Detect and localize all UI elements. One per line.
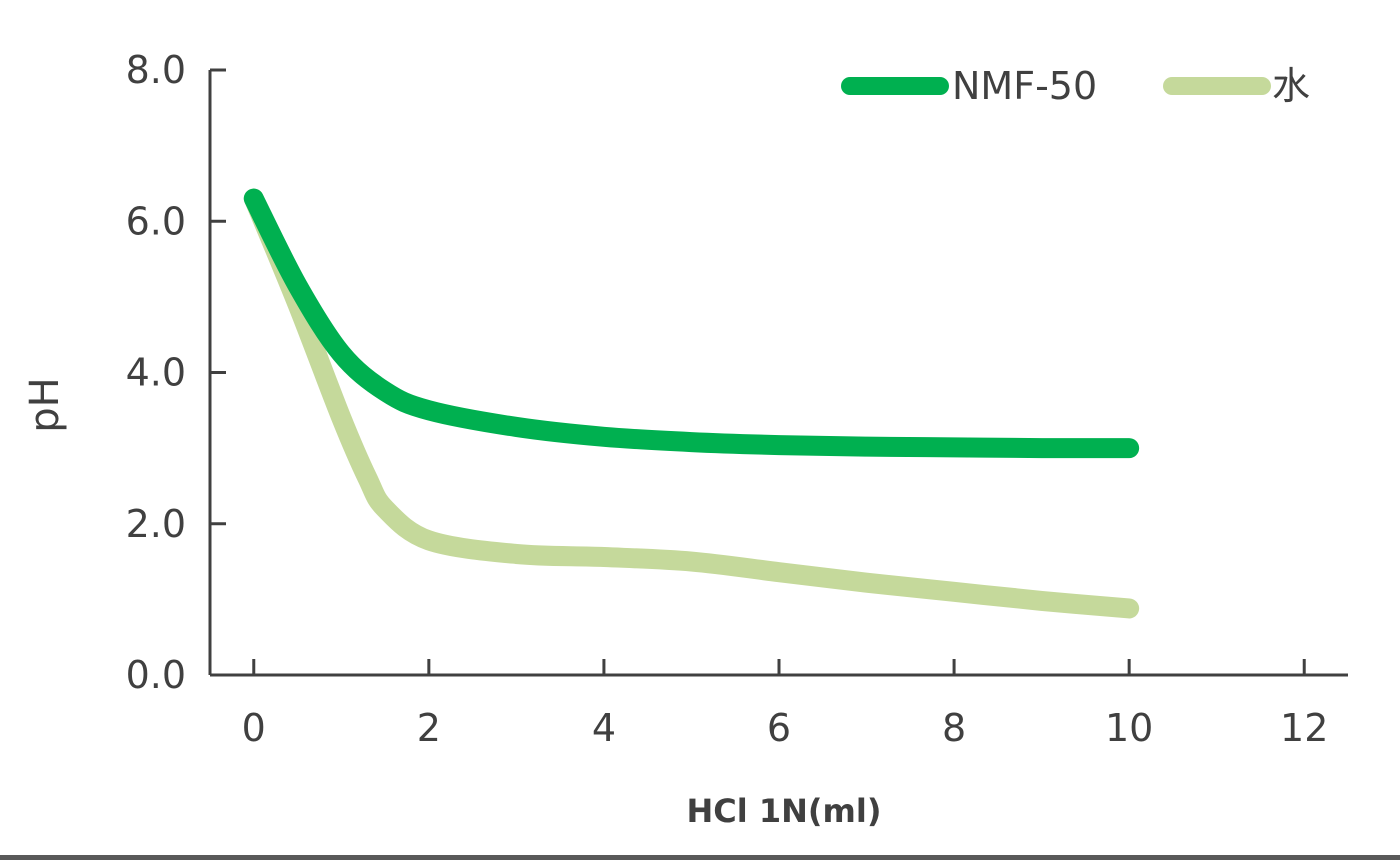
x-tick-label: 8 <box>942 706 966 750</box>
x-tick-label: 12 <box>1280 706 1328 750</box>
y-tick-label: 0.0 <box>126 653 186 697</box>
x-tick-label: 2 <box>417 706 441 750</box>
bottom-border <box>0 855 1400 860</box>
series-line-0 <box>243 188 1140 459</box>
legend: NMF-50 水 <box>841 64 1310 108</box>
legend-label-1: 水 <box>1272 64 1310 108</box>
series-line-1 <box>243 188 1140 619</box>
y-axis-title: pH <box>22 377 68 432</box>
x-tick-label: 10 <box>1105 706 1153 750</box>
x-tick-label: 6 <box>767 706 791 750</box>
x-axis-title: HCl 1N(ml) <box>687 792 882 830</box>
y-tick-label: 6.0 <box>126 199 186 243</box>
y-tick-label: 4.0 <box>126 351 186 395</box>
x-tick-label: 4 <box>592 706 616 750</box>
y-tick-label: 8.0 <box>126 48 186 92</box>
x-tick-label: 0 <box>242 706 266 750</box>
y-tick-label: 2.0 <box>126 502 186 546</box>
series-layer <box>243 188 1140 619</box>
axes: 0.0 2.0 4.0 6.0 8.0 0 2 4 6 8 10 12 <box>126 48 1348 750</box>
legend-label-0: NMF-50 <box>952 64 1097 108</box>
